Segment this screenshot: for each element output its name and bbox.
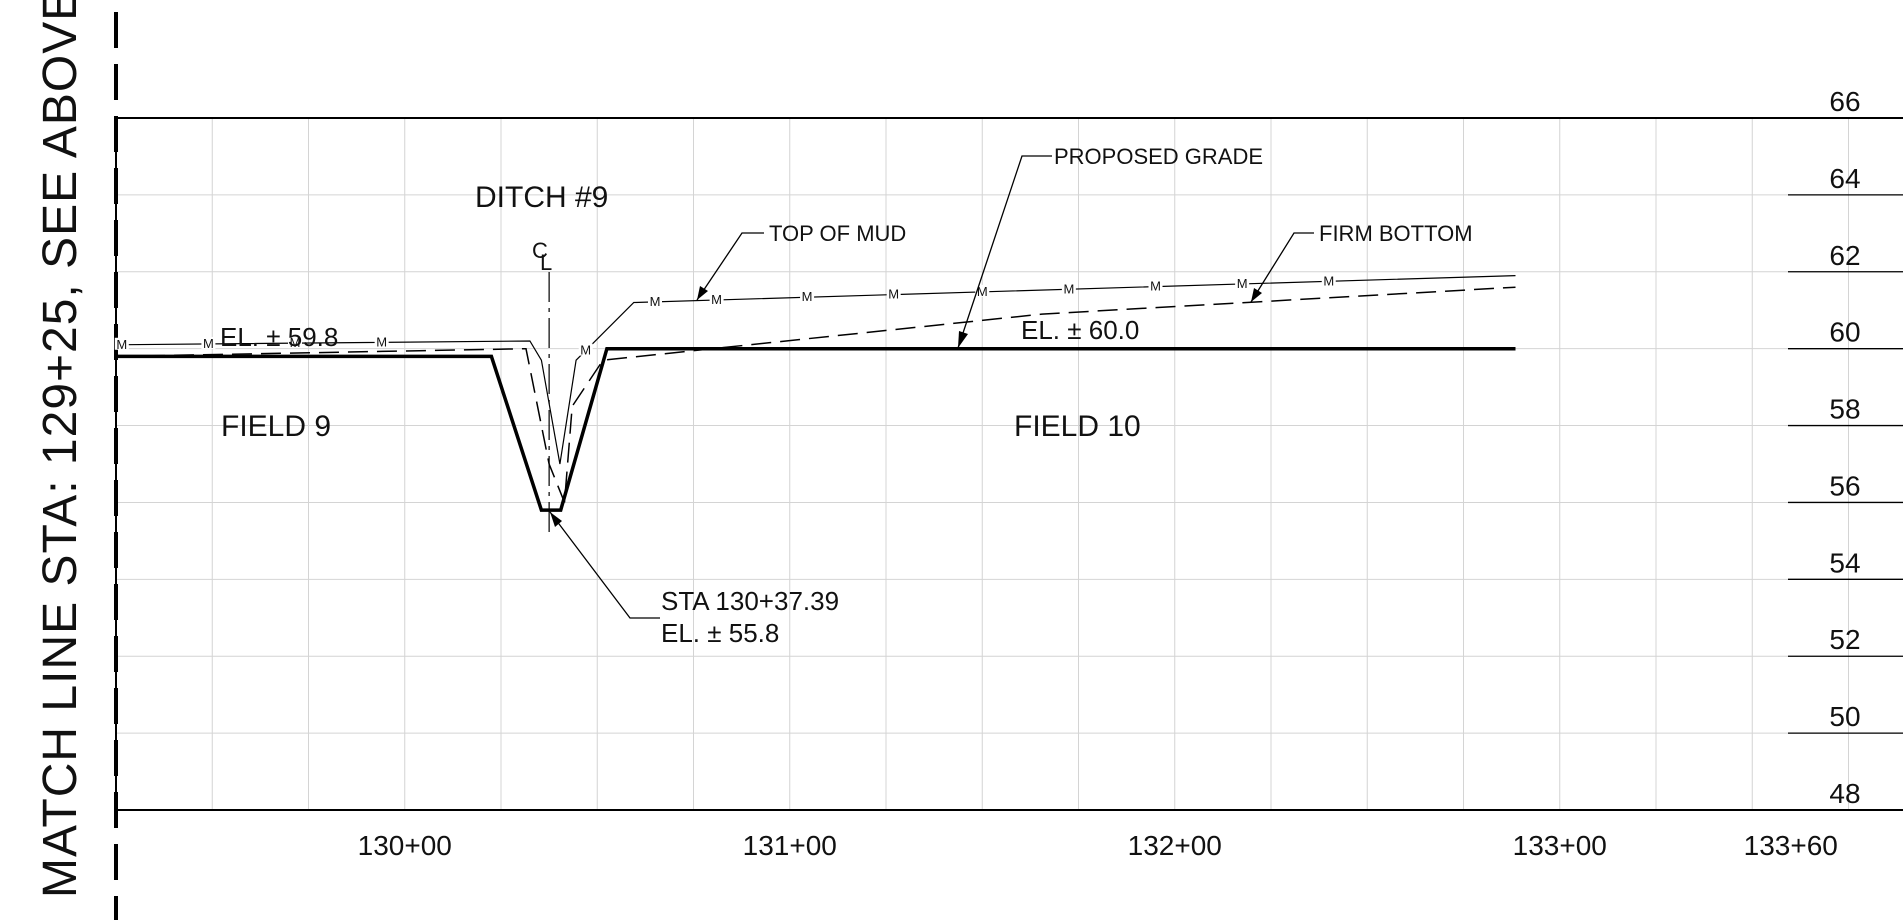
ditch-label: DITCH #9 <box>475 181 608 214</box>
top-of-mud-line <box>115 275 1516 465</box>
mud-marker-gap <box>800 290 815 303</box>
elevation-tick-labels: 66 64 62 60 58 56 54 52 50 48 <box>1829 86 1860 809</box>
station-tick-label: 133+00 <box>1513 830 1607 861</box>
centerline-c: C <box>532 238 548 263</box>
station-callout: STA 130+37.39 EL. ± 55.8 <box>549 511 839 648</box>
mud-marker-gap <box>374 335 389 348</box>
top-of-mud-callout: TOP OF MUD <box>696 221 906 301</box>
mud-marker: M <box>1323 273 1334 288</box>
station-tick-label: 133+60 <box>1744 830 1838 861</box>
mud-marker-gap <box>709 293 724 306</box>
mud-marker-gap <box>201 336 216 349</box>
elevation-tick-label: 56 <box>1829 470 1860 501</box>
station-callout-line1: STA 130+37.39 <box>661 586 839 616</box>
elevation-tick-label: 62 <box>1829 240 1860 271</box>
mud-marker-gap <box>886 287 901 300</box>
mud-marker-gap <box>1235 276 1250 289</box>
mud-marker: M <box>802 289 813 304</box>
station-tick-label: 130+00 <box>358 830 452 861</box>
match-line-label: MATCH LINE STA: 129+25, SEE ABOVE <box>34 0 87 898</box>
elevation-tick-label: 48 <box>1829 778 1860 809</box>
station-tick-label: 132+00 <box>1128 830 1222 861</box>
firm-bottom-label: FIRM BOTTOM <box>1319 221 1473 246</box>
elevation-tick-label: 64 <box>1829 163 1860 194</box>
elevation-tick-label: 50 <box>1829 701 1860 732</box>
mud-markers: M M M M M M M M M M M M M M <box>114 273 1336 358</box>
firm-bottom-callout: FIRM BOTTOM <box>1250 221 1473 303</box>
right-elevation-label: EL. ± 60.0 <box>1021 315 1139 345</box>
proposed-grade-line <box>116 346 1516 512</box>
mud-marker: M <box>116 337 127 352</box>
mud-marker: M <box>580 343 591 358</box>
mud-marker: M <box>1150 279 1161 294</box>
station-tick-labels: 130+00 131+00 132+00 133+00 133+60 <box>358 830 1838 861</box>
elevation-tick-label: 52 <box>1829 624 1860 655</box>
mud-marker: M <box>203 336 214 351</box>
mud-marker: M <box>1063 281 1074 296</box>
proposed-grade-callout: PROPOSED GRADE <box>957 144 1263 349</box>
mud-marker: M <box>650 294 661 309</box>
mud-marker-gap <box>1148 279 1163 292</box>
mud-marker-gap <box>578 343 593 356</box>
proposed-grade-label: PROPOSED GRADE <box>1054 144 1263 169</box>
field-10-label: FIELD 10 <box>1014 410 1141 443</box>
elevation-tick-lines <box>1788 117 1903 811</box>
mud-marker-gap <box>648 294 662 307</box>
mud-marker-gap <box>114 337 129 350</box>
firm-bottom-line <box>115 286 1516 503</box>
mud-marker-gap <box>1321 274 1336 287</box>
left-elevation-label: EL. ± 59.8 <box>220 322 338 352</box>
station-tick-label: 131+00 <box>743 830 837 861</box>
centerline-l: L <box>540 250 552 275</box>
mud-marker: M <box>376 334 387 349</box>
station-callout-line2: EL. ± 55.8 <box>661 618 779 648</box>
top-of-mud-label: TOP OF MUD <box>769 221 906 246</box>
mud-marker: M <box>888 287 899 302</box>
horizontal-gridlines <box>116 117 1903 811</box>
mud-marker: M <box>711 292 722 307</box>
elevation-tick-label: 66 <box>1829 86 1860 117</box>
mud-marker: M <box>290 335 301 350</box>
mud-marker: M <box>1237 276 1248 291</box>
mud-marker-gap <box>288 336 303 349</box>
vertical-gridlines <box>115 118 1849 810</box>
mud-marker: M <box>977 284 988 299</box>
elevation-tick-label: 54 <box>1829 547 1860 578</box>
mud-marker-gap <box>1061 282 1076 295</box>
elevation-tick-label: 60 <box>1829 317 1860 348</box>
elevation-tick-label: 58 <box>1829 394 1860 425</box>
field-9-label: FIELD 9 <box>221 410 331 443</box>
mud-marker-gap <box>975 284 990 297</box>
